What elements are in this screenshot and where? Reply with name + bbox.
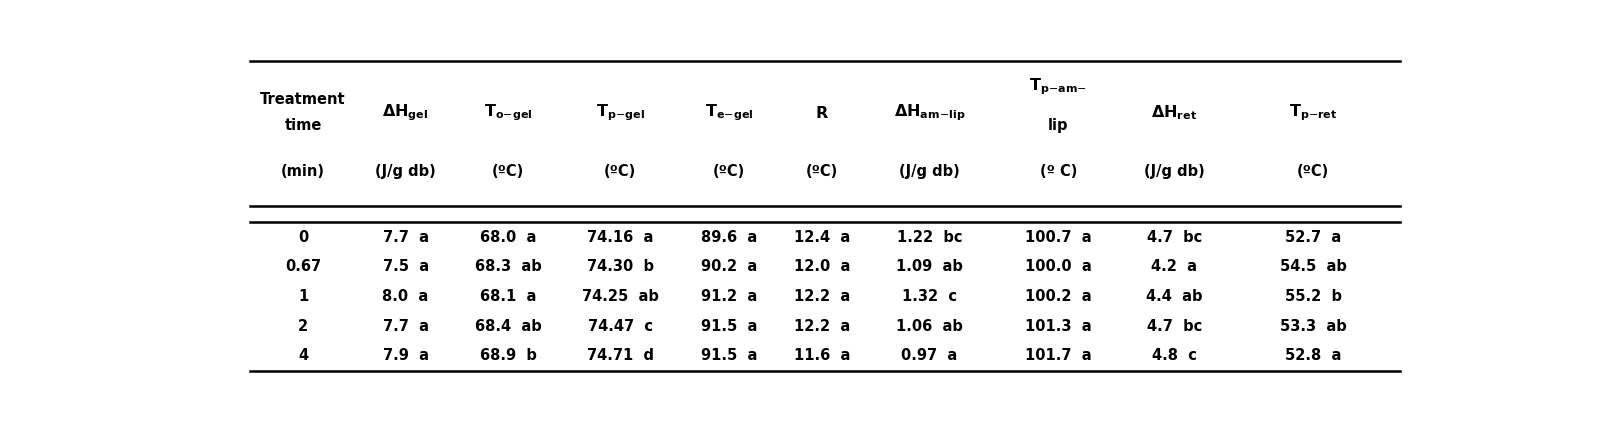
- Text: 7.7  a: 7.7 a: [383, 319, 428, 334]
- Text: 11.6  a: 11.6 a: [794, 349, 850, 363]
- Text: lip: lip: [1047, 118, 1068, 134]
- Text: (ºC): (ºC): [492, 164, 525, 179]
- Text: $\mathbf{T_{p\mathsf{-}ret}}$: $\mathbf{T_{p\mathsf{-}ret}}$: [1288, 103, 1338, 123]
- Text: 68.4  ab: 68.4 ab: [475, 319, 542, 334]
- Text: $\mathbf{T_{p\mathsf{-}am\mathsf{-}}}$: $\mathbf{T_{p\mathsf{-}am\mathsf{-}}}$: [1030, 76, 1088, 97]
- Text: (º C): (º C): [1039, 164, 1076, 179]
- Text: (min): (min): [281, 164, 326, 179]
- Text: 12.2  a: 12.2 a: [794, 289, 850, 304]
- Text: (J/g db): (J/g db): [375, 164, 436, 179]
- Text: 52.7  a: 52.7 a: [1285, 230, 1341, 245]
- Text: 101.3  a: 101.3 a: [1025, 319, 1092, 334]
- Text: 55.2  b: 55.2 b: [1285, 289, 1341, 304]
- Text: 4.4  ab: 4.4 ab: [1147, 289, 1203, 304]
- Text: 101.7  a: 101.7 a: [1025, 349, 1092, 363]
- Text: (J/g db): (J/g db): [900, 164, 959, 179]
- Text: 68.0  a: 68.0 a: [480, 230, 536, 245]
- Text: 68.1  a: 68.1 a: [480, 289, 536, 304]
- Text: 1: 1: [298, 289, 308, 304]
- Text: 74.47  c: 74.47 c: [587, 319, 653, 334]
- Text: 7.7  a: 7.7 a: [383, 230, 428, 245]
- Text: (J/g db): (J/g db): [1144, 164, 1205, 179]
- Text: 1.22  bc: 1.22 bc: [897, 230, 962, 245]
- Text: $\mathbf{\Delta H_{gel}}$: $\mathbf{\Delta H_{gel}}$: [382, 103, 428, 123]
- Text: 4.2  a: 4.2 a: [1152, 259, 1198, 274]
- Text: 1.06  ab: 1.06 ab: [897, 319, 962, 334]
- Text: 0: 0: [298, 230, 308, 245]
- Text: 91.2  a: 91.2 a: [701, 289, 757, 304]
- Text: 74.71  d: 74.71 d: [587, 349, 653, 363]
- Text: 68.9  b: 68.9 b: [480, 349, 537, 363]
- Text: 12.0  a: 12.0 a: [794, 259, 850, 274]
- Text: 100.7  a: 100.7 a: [1025, 230, 1092, 245]
- Text: 7.5  a: 7.5 a: [382, 259, 428, 274]
- Text: 2: 2: [298, 319, 308, 334]
- Text: Treatment: Treatment: [260, 92, 346, 107]
- Text: 100.0  a: 100.0 a: [1025, 259, 1092, 274]
- Text: 8.0  a: 8.0 a: [382, 289, 428, 304]
- Text: (ºC): (ºC): [1298, 164, 1330, 179]
- Text: $\mathbf{R}$: $\mathbf{R}$: [815, 105, 829, 121]
- Text: 7.9  a: 7.9 a: [383, 349, 428, 363]
- Text: 12.2  a: 12.2 a: [794, 319, 850, 334]
- Text: $\mathbf{T_{o\mathsf{-}gel}}$: $\mathbf{T_{o\mathsf{-}gel}}$: [484, 103, 533, 123]
- Text: 52.8  a: 52.8 a: [1285, 349, 1341, 363]
- Text: 91.5  a: 91.5 a: [701, 349, 757, 363]
- Text: 4.7  bc: 4.7 bc: [1147, 230, 1201, 245]
- Text: 68.3  ab: 68.3 ab: [475, 259, 542, 274]
- Text: 12.4  a: 12.4 a: [794, 230, 850, 245]
- Text: time: time: [284, 118, 322, 134]
- Text: 4: 4: [298, 349, 308, 363]
- Text: 0.67: 0.67: [286, 259, 321, 274]
- Text: $\mathbf{T_{e\mathsf{-}gel}}$: $\mathbf{T_{e\mathsf{-}gel}}$: [704, 103, 754, 123]
- Text: 74.30  b: 74.30 b: [587, 259, 653, 274]
- Text: (ºC): (ºC): [605, 164, 637, 179]
- Text: 91.5  a: 91.5 a: [701, 319, 757, 334]
- Text: 100.2  a: 100.2 a: [1025, 289, 1092, 304]
- Text: 1.09  ab: 1.09 ab: [897, 259, 962, 274]
- Text: $\mathbf{\Delta H_{am\mathsf{-}lip}}$: $\mathbf{\Delta H_{am\mathsf{-}lip}}$: [893, 103, 966, 123]
- Text: $\mathbf{T_{p\mathsf{-}gel}}$: $\mathbf{T_{p\mathsf{-}gel}}$: [595, 103, 645, 123]
- Text: 74.16  a: 74.16 a: [587, 230, 653, 245]
- Text: 1.32  c: 1.32 c: [901, 289, 958, 304]
- Text: 4.8  c: 4.8 c: [1152, 349, 1197, 363]
- Text: $\mathbf{\Delta H_{ret}}$: $\mathbf{\Delta H_{ret}}$: [1152, 103, 1198, 122]
- Text: 74.25  ab: 74.25 ab: [582, 289, 659, 304]
- Text: 54.5  ab: 54.5 ab: [1280, 259, 1346, 274]
- Text: (ºC): (ºC): [712, 164, 744, 179]
- Text: (ºC): (ºC): [805, 164, 839, 179]
- Text: 0.97  a: 0.97 a: [901, 349, 958, 363]
- Text: 89.6  a: 89.6 a: [701, 230, 757, 245]
- Text: 90.2  a: 90.2 a: [701, 259, 757, 274]
- Text: 53.3  ab: 53.3 ab: [1280, 319, 1346, 334]
- Text: 4.7  bc: 4.7 bc: [1147, 319, 1201, 334]
